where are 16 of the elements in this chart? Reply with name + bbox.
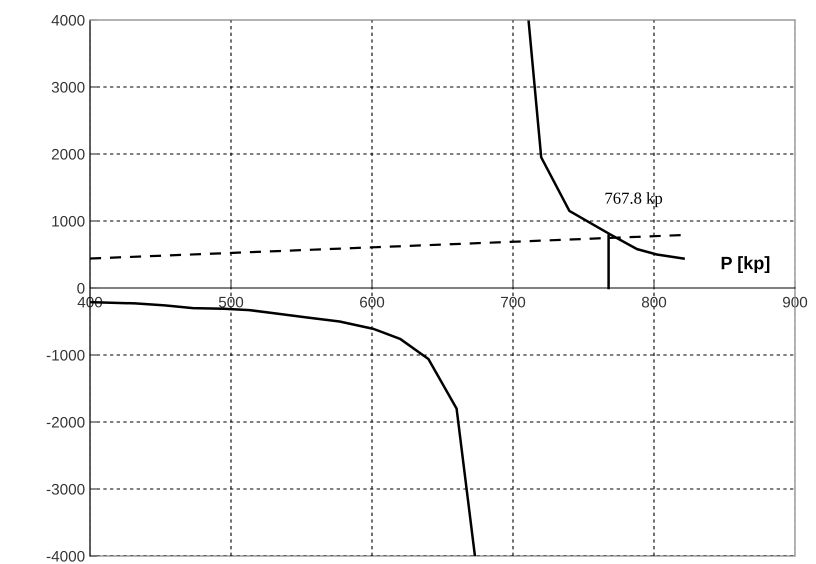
x-tick-label: 600 [360, 296, 384, 308]
x-tick-label: 500 [218, 296, 244, 308]
x-tick-label: 900 [782, 296, 808, 308]
x-tick-label: 700 [501, 296, 526, 308]
y-tick-label: -1000 [46, 350, 85, 361]
y-tick-label: 2000 [52, 148, 85, 160]
y-tick-label: -4000 [46, 550, 85, 562]
annotation: 767.8 kp [606, 192, 662, 208]
y-tick-label: 0 [77, 282, 85, 294]
y-tick-label: 1000 [52, 216, 85, 227]
y-tick-label: 3000 [52, 82, 85, 93]
y-tick-label: 4000 [52, 14, 85, 26]
y-tick-label: -2000 [46, 416, 85, 428]
x-axis-title: P [kp] [722, 256, 770, 273]
x-tick-label: 800 [642, 296, 666, 308]
y-tick-label: -3000 [46, 484, 85, 495]
